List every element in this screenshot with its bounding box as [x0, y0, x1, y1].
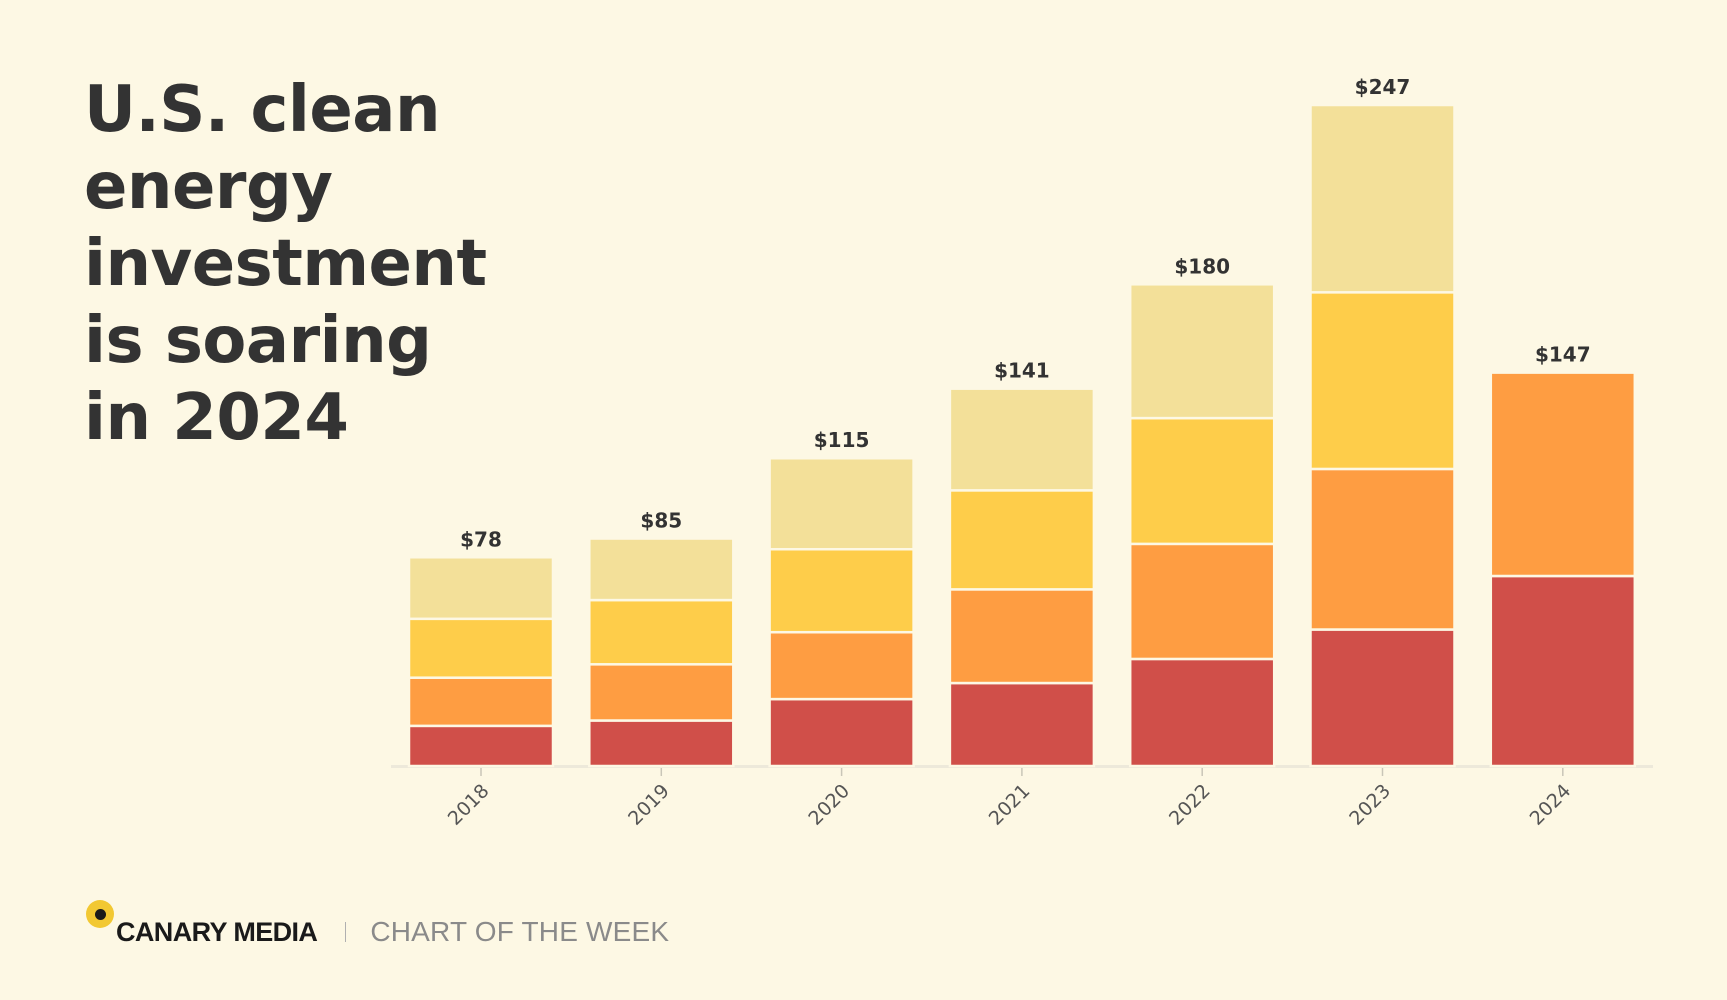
- bar-total-label: $115: [814, 428, 870, 452]
- bar-total-label: $78: [460, 527, 502, 551]
- brand-name: CANARY MEDIA: [116, 916, 318, 947]
- bar-total-label: $180: [1174, 254, 1230, 278]
- bar-segment: [948, 489, 1096, 591]
- bar-segment: [1128, 542, 1276, 661]
- bar-segment: [768, 456, 915, 551]
- x-tick-label: 2022: [1165, 780, 1215, 830]
- bar-segment: [407, 676, 555, 728]
- x-tick-label: 2018: [444, 780, 494, 830]
- bar-segment: [768, 547, 915, 634]
- title-line: investment: [84, 227, 487, 301]
- footer: CANARY MEDIA CHART OF THE WEEK: [86, 898, 669, 954]
- x-tick-label: 2023: [1345, 780, 1395, 830]
- bar-segment: [948, 681, 1096, 768]
- bar-segment: [768, 630, 915, 701]
- title-line: energy: [84, 150, 333, 224]
- bar-segment: [768, 697, 915, 768]
- bar-segment: [1309, 628, 1456, 768]
- bar-total-label: $141: [994, 359, 1050, 383]
- x-tick-label: 2024: [1526, 780, 1576, 830]
- bar-total-label: $85: [640, 509, 682, 533]
- footer-divider: [345, 922, 347, 942]
- canary-dot-icon: [86, 900, 114, 928]
- bar-segment: [588, 719, 735, 768]
- title-line: is soaring: [84, 304, 432, 378]
- chart-title: U.S. clean energy investment is soaring …: [84, 72, 504, 457]
- bar-segment: [1128, 283, 1276, 420]
- footer-kicker: CHART OF THE WEEK: [370, 916, 670, 947]
- bar-segment: [588, 598, 735, 666]
- bar-segment: [407, 556, 555, 621]
- x-tick-label: 2021: [985, 780, 1035, 830]
- title-line: U.S. clean: [84, 73, 441, 147]
- bar-segment: [1489, 574, 1637, 768]
- bar-segment: [948, 588, 1096, 685]
- bar-total-label: $247: [1355, 75, 1411, 99]
- x-tick-label: 2019: [624, 780, 674, 830]
- bar-segment: [1309, 467, 1456, 631]
- title-line: in 2024: [84, 381, 349, 455]
- bar-segment: [588, 537, 735, 602]
- bar-segment: [1128, 416, 1276, 546]
- x-tick-label: 2020: [804, 780, 854, 830]
- bar-segment: [407, 724, 555, 768]
- bar-segment: [588, 663, 735, 722]
- bar-segment: [1128, 657, 1276, 768]
- bar-segment: [1309, 103, 1456, 294]
- bar-segment: [948, 387, 1096, 492]
- bar-total-label: $147: [1535, 343, 1591, 367]
- bar-segment: [1489, 371, 1637, 578]
- bar-segment: [1309, 291, 1456, 471]
- bar-segment: [407, 617, 555, 679]
